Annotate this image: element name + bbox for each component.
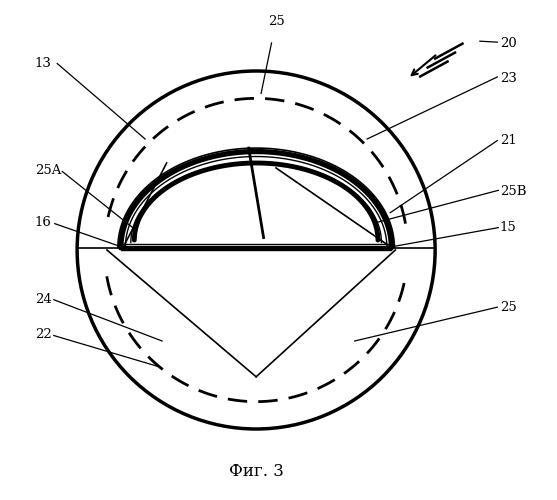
Text: 25B: 25B (500, 185, 526, 198)
Text: 13: 13 (35, 57, 52, 70)
Text: Фиг. 3: Фиг. 3 (229, 463, 284, 480)
Text: 24: 24 (35, 293, 52, 306)
Text: 23: 23 (500, 72, 517, 85)
Text: 15: 15 (500, 221, 516, 234)
Text: 21: 21 (500, 134, 516, 147)
Text: 16: 16 (35, 216, 52, 229)
Text: 20: 20 (500, 37, 516, 50)
Text: 25: 25 (500, 300, 516, 314)
Text: 22: 22 (35, 328, 52, 341)
Text: 25A: 25A (35, 164, 61, 177)
Text: 25: 25 (268, 15, 285, 28)
